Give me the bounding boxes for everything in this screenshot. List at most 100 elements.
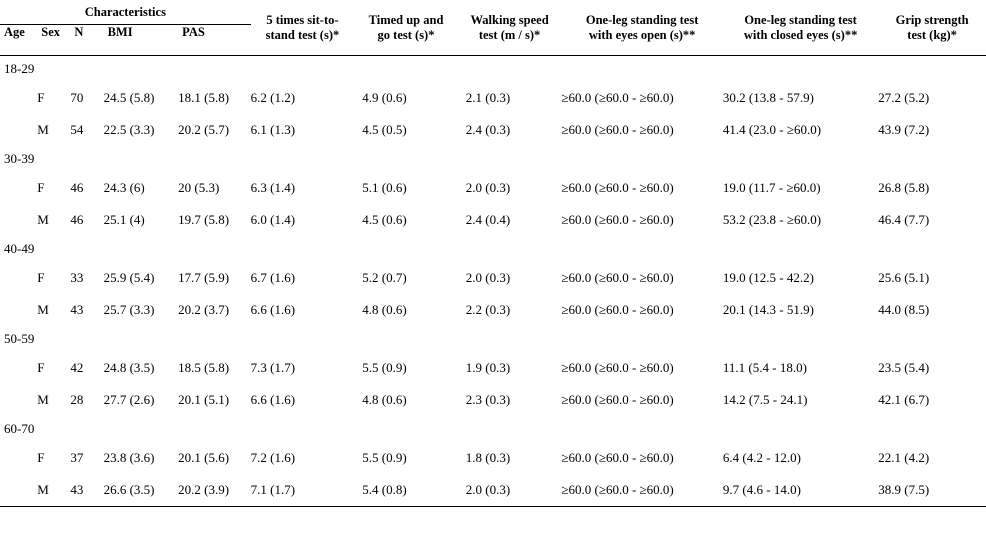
empty-cell [178,326,251,352]
empty-cell [458,146,562,172]
ws-cell: 2.2 (0.3) [458,294,562,326]
empty-cell [104,236,179,262]
n-cell: 70 [70,82,103,114]
n-cell: 42 [70,352,103,384]
empty-cell [723,326,878,352]
tug-cell: 5.1 (0.6) [354,172,458,204]
sts-cell: 6.7 (1.6) [251,262,355,294]
age-cell [0,82,37,114]
empty-cell [251,56,355,83]
tug-cell: 4.8 (0.6) [354,384,458,416]
empty-cell [251,236,355,262]
ws-cell: 2.4 (0.4) [458,204,562,236]
age-cell [0,114,37,146]
bmi-cell: 25.7 (3.3) [104,294,179,326]
pas-cell: 20.1 (5.6) [178,442,251,474]
sts-cell: 6.0 (1.4) [251,204,355,236]
tug-cell: 4.9 (0.6) [354,82,458,114]
age-group-label: 50-59 [0,326,37,352]
table-row: M5422.5 (3.3)20.2 (5.7)6.1 (1.3)4.5 (0.5… [0,114,986,146]
sts-cell: 7.3 (1.7) [251,352,355,384]
empty-cell [561,146,723,172]
grip-cell: 46.4 (7.7) [878,204,986,236]
tug-cell: 5.4 (0.8) [354,474,458,507]
empty-cell [354,236,458,262]
olo-cell: ≥60.0 (≥60.0 - ≥60.0) [561,474,723,507]
bmi-cell: 24.8 (3.5) [104,352,179,384]
olo-cell: ≥60.0 (≥60.0 - ≥60.0) [561,384,723,416]
table-row: F4624.3 (6)20 (5.3)6.3 (1.4)5.1 (0.6)2.0… [0,172,986,204]
n-cell: 54 [70,114,103,146]
empty-cell [104,326,179,352]
age-cell [0,474,37,507]
age-cell [0,384,37,416]
header-n: N [70,25,103,56]
sex-cell: M [37,294,70,326]
header-olo: One-leg standing testwith eyes open (s)*… [561,0,723,56]
age-cell [0,262,37,294]
empty-cell [354,326,458,352]
empty-cell [878,326,986,352]
bmi-cell: 27.7 (2.6) [104,384,179,416]
grip-cell: 25.6 (5.1) [878,262,986,294]
olc-cell: 53.2 (23.8 - ≥60.0) [723,204,878,236]
empty-cell [104,416,179,442]
age-cell [0,204,37,236]
pas-cell: 18.1 (5.8) [178,82,251,114]
table-row: F4224.8 (3.5)18.5 (5.8)7.3 (1.7)5.5 (0.9… [0,352,986,384]
olc-cell: 20.1 (14.3 - 51.9) [723,294,878,326]
empty-cell [37,416,70,442]
header-characteristics: Characteristics [0,0,251,25]
empty-cell [878,56,986,83]
ws-cell: 2.0 (0.3) [458,262,562,294]
empty-cell [561,236,723,262]
empty-cell [37,326,70,352]
bmi-cell: 22.5 (3.3) [104,114,179,146]
olc-cell: 9.7 (4.6 - 14.0) [723,474,878,507]
tug-cell: 4.5 (0.6) [354,204,458,236]
bmi-cell: 23.8 (3.6) [104,442,179,474]
empty-cell [723,146,878,172]
empty-cell [561,416,723,442]
n-cell: 46 [70,204,103,236]
sts-cell: 7.1 (1.7) [251,474,355,507]
age-cell [0,294,37,326]
olo-cell: ≥60.0 (≥60.0 - ≥60.0) [561,262,723,294]
olc-cell: 6.4 (4.2 - 12.0) [723,442,878,474]
n-cell: 28 [70,384,103,416]
header-olc: One-leg standing testwith closed eyes (s… [723,0,878,56]
tug-cell: 4.5 (0.5) [354,114,458,146]
bmi-cell: 24.5 (5.8) [104,82,179,114]
grip-cell: 26.8 (5.8) [878,172,986,204]
header-pas: PAS [178,25,251,56]
olo-cell: ≥60.0 (≥60.0 - ≥60.0) [561,114,723,146]
sex-cell: F [37,82,70,114]
sex-cell: M [37,114,70,146]
tug-cell: 5.5 (0.9) [354,442,458,474]
ws-cell: 2.3 (0.3) [458,384,562,416]
grip-cell: 22.1 (4.2) [878,442,986,474]
empty-cell [104,56,179,83]
age-group-label: 60-70 [0,416,37,442]
grip-cell: 43.9 (7.2) [878,114,986,146]
ws-cell: 2.4 (0.3) [458,114,562,146]
empty-cell [70,416,103,442]
header-age: Age [0,25,37,56]
n-cell: 43 [70,294,103,326]
empty-cell [178,146,251,172]
olo-cell: ≥60.0 (≥60.0 - ≥60.0) [561,352,723,384]
olc-cell: 19.0 (11.7 - ≥60.0) [723,172,878,204]
ws-cell: 2.0 (0.3) [458,474,562,507]
header-sex: Sex [37,25,70,56]
header-sts: 5 times sit-to-stand test (s)* [251,0,355,56]
age-group-label: 18-29 [0,56,37,83]
table-row: M4625.1 (4)19.7 (5.8)6.0 (1.4)4.5 (0.6)2… [0,204,986,236]
olc-cell: 14.2 (7.5 - 24.1) [723,384,878,416]
ws-cell: 1.8 (0.3) [458,442,562,474]
sts-cell: 6.2 (1.2) [251,82,355,114]
empty-cell [561,56,723,83]
age-group-label: 40-49 [0,236,37,262]
bmi-cell: 26.6 (3.5) [104,474,179,507]
empty-cell [70,56,103,83]
header-tug: Timed up andgo test (s)* [354,0,458,56]
